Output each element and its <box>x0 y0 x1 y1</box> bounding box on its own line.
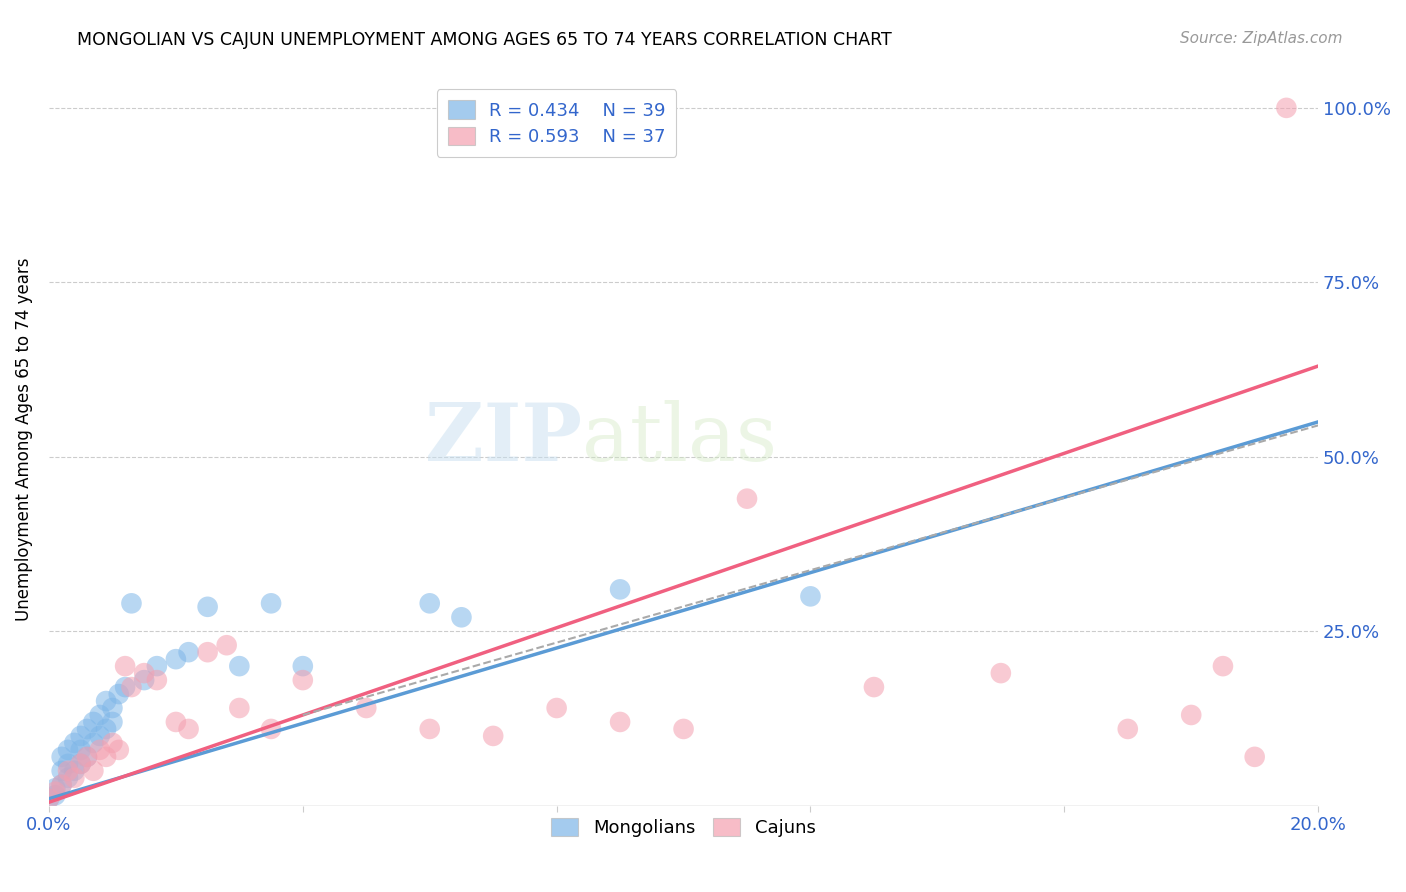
Point <box>121 596 143 610</box>
Point <box>56 756 79 771</box>
Point <box>51 764 73 778</box>
Point <box>51 778 73 792</box>
Point <box>101 714 124 729</box>
Point <box>291 673 314 687</box>
Text: Source: ZipAtlas.com: Source: ZipAtlas.com <box>1180 31 1343 46</box>
Point <box>63 771 86 785</box>
Point <box>165 652 187 666</box>
Point <box>69 756 91 771</box>
Point <box>94 722 117 736</box>
Point <box>1180 708 1202 723</box>
Point <box>197 599 219 614</box>
Point <box>101 701 124 715</box>
Point <box>63 736 86 750</box>
Point <box>121 680 143 694</box>
Point <box>82 736 104 750</box>
Point <box>990 666 1012 681</box>
Point <box>51 778 73 792</box>
Point <box>177 645 200 659</box>
Text: ZIP: ZIP <box>425 401 582 478</box>
Point <box>165 714 187 729</box>
Point <box>735 491 758 506</box>
Point <box>94 694 117 708</box>
Point <box>1116 722 1139 736</box>
Point <box>134 666 156 681</box>
Point <box>82 764 104 778</box>
Point <box>672 722 695 736</box>
Point <box>356 701 378 715</box>
Point <box>76 749 98 764</box>
Point <box>44 789 66 803</box>
Point <box>38 791 60 805</box>
Point <box>107 743 129 757</box>
Point <box>82 714 104 729</box>
Point <box>56 771 79 785</box>
Point <box>1212 659 1234 673</box>
Y-axis label: Unemployment Among Ages 65 to 74 years: Unemployment Among Ages 65 to 74 years <box>15 258 32 621</box>
Point <box>101 736 124 750</box>
Point <box>215 638 238 652</box>
Point <box>51 749 73 764</box>
Point <box>863 680 886 694</box>
Point <box>1275 101 1298 115</box>
Legend: Mongolians, Cajuns: Mongolians, Cajuns <box>544 811 823 845</box>
Point <box>197 645 219 659</box>
Point <box>69 743 91 757</box>
Point <box>177 722 200 736</box>
Text: atlas: atlas <box>582 401 778 478</box>
Text: MONGOLIAN VS CAJUN UNEMPLOYMENT AMONG AGES 65 TO 74 YEARS CORRELATION CHART: MONGOLIAN VS CAJUN UNEMPLOYMENT AMONG AG… <box>77 31 891 49</box>
Point <box>419 722 441 736</box>
Point <box>76 749 98 764</box>
Point <box>482 729 505 743</box>
Point <box>450 610 472 624</box>
Point <box>44 781 66 796</box>
Point <box>69 756 91 771</box>
Point <box>609 714 631 729</box>
Point <box>146 673 169 687</box>
Point <box>107 687 129 701</box>
Point <box>260 596 283 610</box>
Point <box>69 729 91 743</box>
Point <box>609 582 631 597</box>
Point <box>134 673 156 687</box>
Point <box>419 596 441 610</box>
Point <box>114 680 136 694</box>
Point <box>228 659 250 673</box>
Point <box>291 659 314 673</box>
Point <box>44 785 66 799</box>
Point <box>799 590 821 604</box>
Point <box>546 701 568 715</box>
Point <box>38 791 60 805</box>
Point <box>1243 749 1265 764</box>
Point <box>56 764 79 778</box>
Point <box>146 659 169 673</box>
Point <box>76 722 98 736</box>
Point <box>56 743 79 757</box>
Point <box>114 659 136 673</box>
Point <box>260 722 283 736</box>
Point <box>89 729 111 743</box>
Point <box>228 701 250 715</box>
Point <box>89 743 111 757</box>
Point <box>89 708 111 723</box>
Point <box>63 764 86 778</box>
Point <box>94 749 117 764</box>
